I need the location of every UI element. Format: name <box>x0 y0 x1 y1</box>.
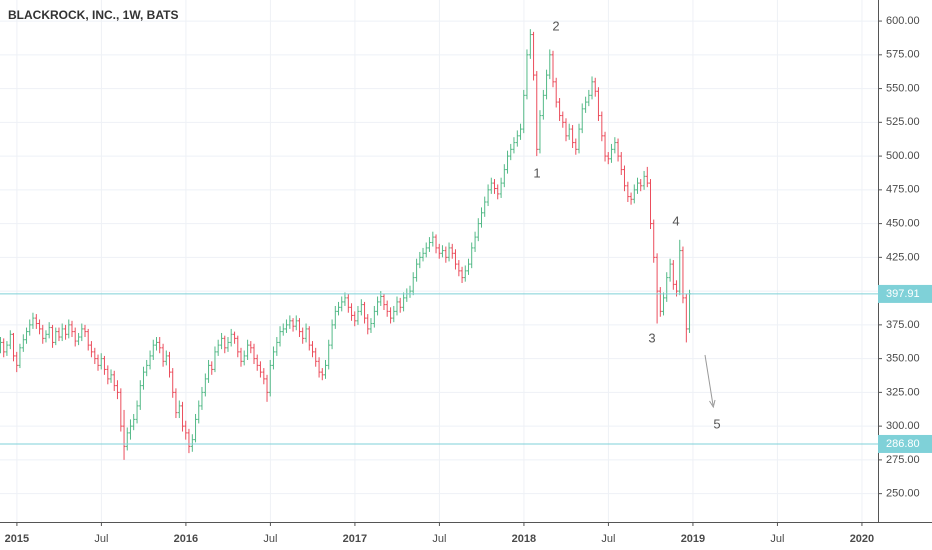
y-tick-label: 275.00 <box>886 454 920 466</box>
y-tick-label: 425.00 <box>886 251 920 263</box>
x-tick-label: Jul <box>263 533 277 545</box>
y-tick-label: 575.00 <box>886 49 920 61</box>
y-tick-label: 300.00 <box>886 420 920 432</box>
y-tick-label: 375.00 <box>886 319 920 331</box>
wave-label: 1 <box>533 165 540 180</box>
price-label-box <box>878 284 932 303</box>
wave-label: 5 <box>713 416 720 431</box>
x-tick-label: 2016 <box>174 533 198 545</box>
price-label: 397.91 <box>886 288 920 300</box>
x-tick-label: Jul <box>601 533 615 545</box>
x-tick-label: 2019 <box>681 533 705 545</box>
x-tick-label: 2017 <box>343 533 367 545</box>
wave-label: 2 <box>552 18 559 33</box>
y-tick-label: 550.00 <box>886 82 920 94</box>
y-tick-label: 350.00 <box>886 353 920 365</box>
x-tick-label: Jul <box>94 533 108 545</box>
chart-title: BLACKROCK, INC., 1W, BATS <box>8 8 178 22</box>
y-tick-label: 525.00 <box>886 116 920 128</box>
x-tick-label: Jul <box>770 533 784 545</box>
y-tick-label: 450.00 <box>886 218 920 230</box>
y-tick-label: 325.00 <box>886 386 920 398</box>
y-tick-label: 600.00 <box>886 15 920 27</box>
x-tick-label: 2018 <box>512 533 536 545</box>
wave-label: 3 <box>648 330 655 345</box>
labels: 250.00275.00300.00325.00350.00375.00400.… <box>5 15 932 545</box>
x-tick-label: 2015 <box>5 533 29 545</box>
price-label: 286.80 <box>886 438 920 450</box>
arrow-head <box>709 399 716 409</box>
arrow-line <box>704 354 714 406</box>
y-tick-label: 475.00 <box>886 184 920 196</box>
bars <box>0 29 878 460</box>
price-label-box <box>878 434 932 453</box>
x-tick-label: Jul <box>432 533 446 545</box>
x-tick-label: 2020 <box>850 533 874 545</box>
wave-label: 4 <box>672 213 679 228</box>
grid <box>0 0 878 522</box>
y-tick-label: 500.00 <box>886 150 920 162</box>
y-tick-label: 250.00 <box>886 488 920 500</box>
